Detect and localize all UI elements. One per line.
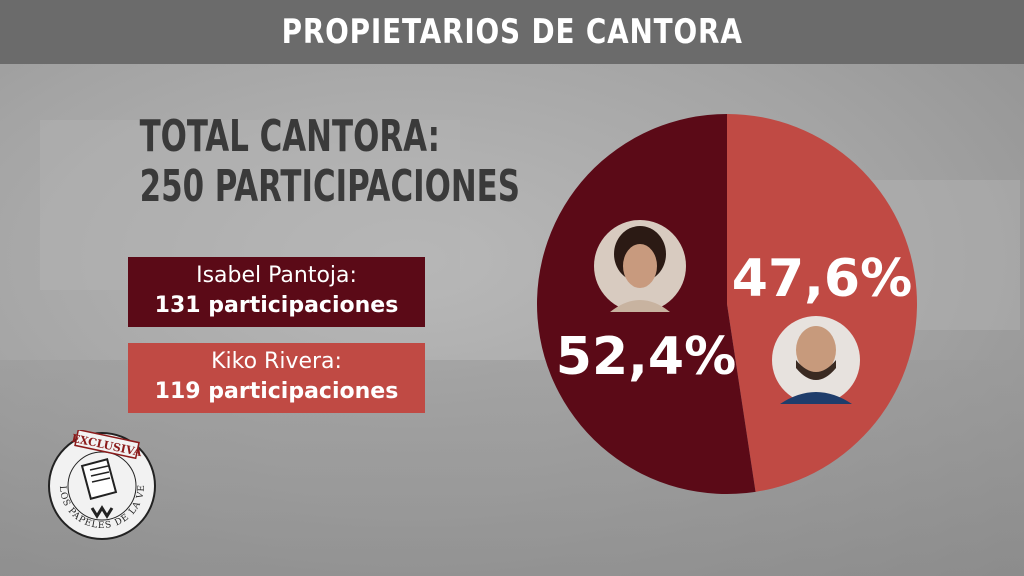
exclusiva-stamp: EXCLUSIVA LOS PAPELES DE LA VERDAD <box>46 430 156 540</box>
total-line-1: TOTAL CANTORA: <box>139 111 440 162</box>
pie-label-kiko-rivera: 47,6% <box>732 249 912 309</box>
avatar-isabel-pantoja <box>594 220 686 312</box>
legend-name: Kiko Rivera: <box>211 349 342 374</box>
legend-name: Isabel Pantoja: <box>196 263 357 288</box>
avatar-kiko-rivera <box>772 316 860 404</box>
total-heading: TOTAL CANTORA: 250 PARTICIPACIONES <box>100 111 520 212</box>
pie-label-isabel-pantoja: 52,4% <box>556 327 736 387</box>
header-banner: PROPIETARIOS DE CANTORA <box>0 0 1024 64</box>
legend-isabel-pantoja: Isabel Pantoja: 131 participaciones <box>128 257 425 327</box>
header-title: PROPIETARIOS DE CANTORA <box>281 12 743 52</box>
legend-kiko-rivera: Kiko Rivera: 119 participaciones <box>128 343 425 413</box>
pie-slice-kiko-rivera <box>727 114 918 492</box>
document-icon <box>80 457 118 519</box>
legend-count: 131 participaciones <box>154 293 399 318</box>
legend-count: 119 participaciones <box>154 379 399 404</box>
